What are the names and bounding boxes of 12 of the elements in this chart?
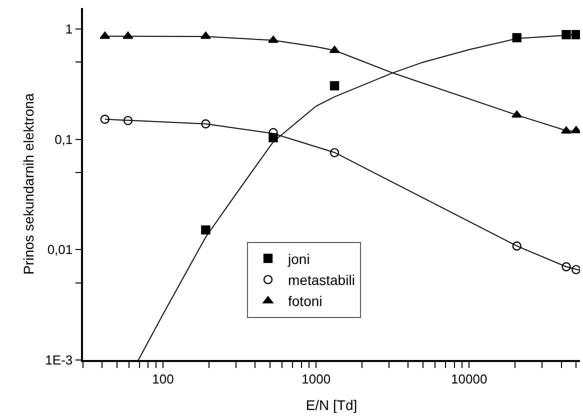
y-axis-title: Prinos sekundarnih elektrona [20,93,36,275]
x-tick-label: 100 [152,371,174,386]
x-tick-label: 1000 [302,371,331,386]
y-tick-label: 0,01 [47,242,73,258]
x-tick-label: 10000 [451,371,488,386]
legend-label: joni [287,250,310,267]
legend-label: fotoni [288,293,322,310]
y-tick-label: 1 [65,22,73,37]
legend-label: metastabili [288,272,355,288]
x-axis-title: E/N [Td] [306,397,358,414]
y-tick-label: 0,1 [54,132,73,147]
y-tick-label: 1E-3 [45,352,73,368]
